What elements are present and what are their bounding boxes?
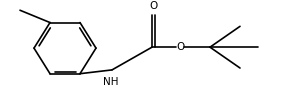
Text: NH: NH — [103, 77, 119, 87]
Text: O: O — [150, 1, 158, 11]
Text: O: O — [177, 42, 185, 52]
